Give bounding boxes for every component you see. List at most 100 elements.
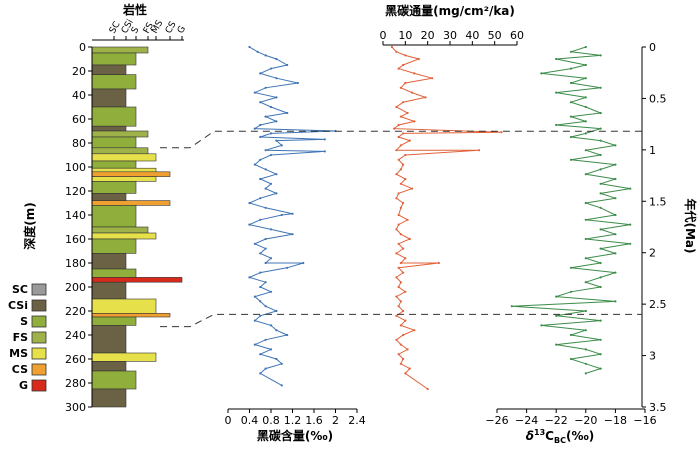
age-tick-label-6: 3 — [649, 350, 656, 363]
flux-point-62 — [399, 324, 402, 327]
bc-point-52 — [286, 266, 289, 269]
flux-point-58 — [397, 305, 400, 308]
bc-point-21 — [259, 135, 262, 139]
d13c-point-37 — [584, 218, 587, 221]
lith-layer-8 — [91, 136, 137, 149]
flux-point-9 — [399, 86, 402, 89]
flux-point-73 — [426, 387, 429, 391]
d13c-point-61 — [569, 333, 573, 337]
bc-point-5 — [269, 67, 273, 70]
age-tick-label-4: 2 — [649, 247, 656, 260]
flux-point-37 — [399, 206, 402, 209]
legend-label-FS: FS — [13, 331, 29, 344]
d13c-panel: −26 −24 −22 −20 −18 −16 0 0.5 1 1.5 2 2.5 3 3.5 — [485, 41, 666, 427]
bc-point-13 — [269, 105, 273, 109]
flux-point-26 — [404, 153, 407, 157]
flux-point-31 — [404, 177, 407, 181]
d13c-x-tick-label-2: −22 — [545, 414, 568, 427]
depth-tick-label-14: 280 — [65, 377, 86, 390]
lith-layer-3 — [91, 74, 137, 90]
flux-point-42 — [399, 233, 402, 236]
flux-point-66 — [399, 343, 402, 346]
lith-layer-12 — [91, 167, 157, 173]
depth-tick-label-15: 300 — [65, 401, 86, 414]
boundary-line-0 — [160, 130, 642, 149]
d13c-point-62 — [599, 338, 602, 341]
bc-point-27 — [269, 153, 273, 157]
bc-point-74 — [259, 372, 262, 375]
bc-point-41 — [259, 218, 262, 221]
d13c-point-39 — [599, 228, 602, 231]
bc-point-3 — [275, 57, 278, 61]
bc-point-45 — [264, 237, 267, 241]
lith-layer-21 — [91, 238, 137, 254]
bc-point-71 — [275, 357, 278, 361]
d13c-point-50 — [584, 281, 587, 284]
d13c-x-tick-label-3: −20 — [574, 414, 597, 427]
bc-x-tick-label-2: 0.8 — [262, 414, 280, 427]
flux-x-tick-label-5: 50 — [488, 29, 502, 42]
d13c-point-36 — [614, 213, 617, 217]
d13c-point-46 — [599, 261, 602, 265]
d13c-point-18 — [599, 127, 602, 130]
bc-point-24 — [280, 144, 283, 147]
flux-point-13 — [395, 105, 398, 109]
d13c-point-27 — [599, 168, 602, 171]
d13c-point-15 — [569, 115, 573, 118]
lith-layer-0 — [91, 46, 149, 54]
flux-point-20 — [402, 132, 405, 135]
legend-label-S: S — [20, 315, 28, 328]
bc-point-63 — [253, 319, 256, 322]
d13c-point-19 — [584, 132, 587, 135]
flux-point-0 — [390, 45, 394, 49]
d13c-point-16 — [584, 120, 587, 123]
bc-point-7 — [275, 77, 278, 80]
d13c-point-57 — [555, 314, 558, 317]
d13c-point-47 — [569, 266, 573, 269]
d13c-point-26 — [614, 163, 617, 166]
flux-point-45 — [402, 247, 405, 250]
flux-point-70 — [399, 362, 402, 365]
flux-point-32 — [399, 182, 402, 185]
flux-point-21 — [397, 135, 400, 139]
d13c-point-35 — [599, 206, 602, 209]
bc-point-11 — [275, 96, 278, 99]
flux-point-69 — [402, 357, 405, 361]
lith-layer-28 — [91, 316, 137, 326]
bc-point-48 — [259, 252, 262, 255]
bc-point-10 — [253, 91, 256, 94]
d13c-point-14 — [599, 111, 602, 115]
legend-swatch-G — [31, 379, 47, 392]
d13c-point-25 — [569, 158, 573, 161]
d13c-point-29 — [614, 177, 617, 181]
flux-point-17 — [397, 123, 400, 127]
flux-point-60 — [395, 314, 398, 317]
flux-point-63 — [413, 329, 416, 332]
bc-point-1 — [256, 50, 259, 53]
d13c-point-23 — [584, 149, 587, 152]
flux-point-54 — [397, 285, 400, 289]
flux-point-14 — [406, 111, 409, 115]
depth-tick-label-8: 160 — [65, 233, 86, 246]
lith-layer-14 — [91, 176, 157, 182]
bc-point-12 — [259, 101, 262, 104]
lith-layer-31 — [91, 361, 127, 372]
age-axis-label: 年代(Ma) — [683, 198, 698, 253]
lith-layer-19 — [91, 226, 149, 234]
d13c-point-2 — [599, 54, 602, 57]
lith-layer-30 — [91, 352, 157, 362]
depth-tick-label-9: 180 — [65, 257, 86, 270]
bc-point-31 — [275, 173, 278, 176]
bc-point-65 — [275, 329, 278, 332]
flux-point-24 — [395, 149, 398, 152]
flux-point-56 — [395, 295, 398, 298]
flux-x-tick-label-0: 0 — [380, 29, 387, 42]
bc-point-30 — [264, 168, 267, 171]
d13c-point-7 — [584, 77, 587, 80]
d13c-point-51 — [599, 285, 602, 289]
flux-point-3 — [417, 57, 420, 61]
lith-layer-27 — [91, 313, 171, 318]
flux-point-4 — [402, 63, 405, 67]
bc-point-34 — [264, 187, 267, 190]
d13c-point-22 — [614, 144, 617, 147]
